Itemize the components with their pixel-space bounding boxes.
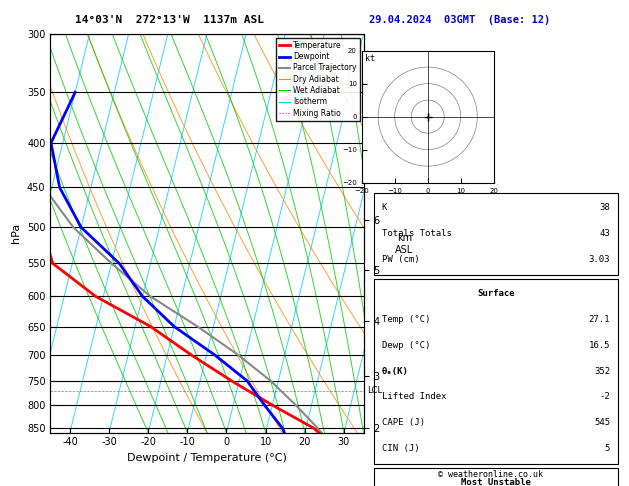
Text: 27.1: 27.1 [589, 315, 610, 324]
Text: θₑ(K): θₑ(K) [382, 366, 409, 376]
Text: 16.5: 16.5 [589, 341, 610, 349]
Bar [374, 193, 618, 275]
Text: 3.03: 3.03 [589, 255, 610, 264]
Text: CIN (J): CIN (J) [382, 444, 420, 453]
Text: Lifted Index: Lifted Index [382, 393, 447, 401]
Bar [374, 279, 618, 465]
Legend: Temperature, Dewpoint, Parcel Trajectory, Dry Adiabat, Wet Adiabat, Isotherm, Mi: Temperature, Dewpoint, Parcel Trajectory… [276, 38, 360, 121]
Text: 14°03'N  272°13'W  1137m ASL: 14°03'N 272°13'W 1137m ASL [75, 15, 264, 25]
Text: 545: 545 [594, 418, 610, 427]
Text: 29.04.2024  03GMT  (Base: 12): 29.04.2024 03GMT (Base: 12) [369, 15, 550, 25]
Text: © weatheronline.co.uk: © weatheronline.co.uk [438, 469, 543, 479]
Text: LCL: LCL [367, 386, 382, 395]
Text: -2: -2 [599, 393, 610, 401]
Text: 43: 43 [599, 229, 610, 238]
Text: 5: 5 [604, 444, 610, 453]
Text: 38: 38 [599, 203, 610, 212]
Text: Surface: Surface [477, 289, 515, 298]
Text: kt: kt [365, 53, 375, 63]
Text: CAPE (J): CAPE (J) [382, 418, 425, 427]
Text: Dewp (°C): Dewp (°C) [382, 341, 430, 349]
Y-axis label: hPa: hPa [11, 223, 21, 243]
Text: Totals Totals: Totals Totals [382, 229, 452, 238]
Bar [374, 469, 618, 486]
Text: PW (cm): PW (cm) [382, 255, 420, 264]
Y-axis label: km
ASL: km ASL [396, 233, 414, 255]
Text: K: K [382, 203, 387, 212]
X-axis label: Dewpoint / Temperature (°C): Dewpoint / Temperature (°C) [127, 453, 287, 463]
Text: 352: 352 [594, 366, 610, 376]
Text: Most Unstable: Most Unstable [461, 478, 531, 486]
Text: Temp (°C): Temp (°C) [382, 315, 430, 324]
